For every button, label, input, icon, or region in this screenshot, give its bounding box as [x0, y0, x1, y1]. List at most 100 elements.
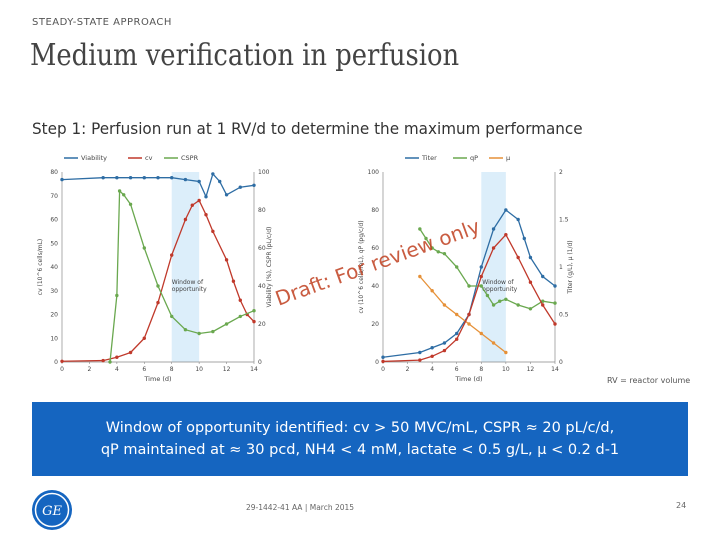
- x-tick-label: 14: [551, 366, 559, 373]
- series-line-cv: [61, 199, 255, 362]
- data-point-cv: [204, 213, 208, 217]
- data-point-cv: [115, 355, 119, 359]
- data-point-cv: [252, 319, 256, 324]
- data-point-CSPR: [183, 328, 188, 332]
- data-point-Viability: [142, 176, 146, 180]
- data-point-Titer: [479, 265, 483, 269]
- data-point-Titer: [553, 284, 557, 288]
- data-point-cv: [418, 358, 422, 362]
- data-point-cv: [516, 255, 520, 260]
- data-point-Viability: [170, 176, 174, 180]
- legend-label: qP: [470, 154, 478, 162]
- data-point-cv: [142, 336, 146, 340]
- x-axis-title: Time (d): [454, 375, 482, 383]
- data-point-Titer: [491, 227, 496, 231]
- y-left-tick-label: 30: [50, 288, 58, 295]
- data-point-CSPR: [224, 322, 229, 326]
- data-point-μ: [479, 331, 483, 336]
- legend-label: cv: [145, 154, 153, 162]
- data-point-cv: [238, 298, 242, 302]
- data-point-qP: [491, 303, 496, 307]
- data-point-cv: [479, 274, 483, 279]
- window-label-line2: opportunity: [482, 286, 517, 293]
- data-point-qP: [479, 284, 483, 288]
- data-point-Viability: [218, 179, 222, 184]
- data-point-cv: [128, 350, 133, 355]
- series-line-qP: [419, 228, 556, 310]
- series-line-μ: [419, 276, 507, 354]
- data-point-qP: [504, 297, 508, 301]
- data-point-μ: [442, 303, 447, 307]
- data-point-CSPR: [211, 329, 215, 334]
- y-left-tick-label: 10: [50, 335, 58, 342]
- y-right-tick-label: 40: [258, 283, 266, 290]
- data-point-cv: [528, 280, 533, 284]
- data-point-cv: [504, 233, 508, 237]
- y-right-tick-label: 1.5: [559, 217, 569, 224]
- data-point-Viability: [197, 179, 201, 184]
- section-label: STEADY-STATE APPROACH: [32, 17, 172, 28]
- data-point-Viability: [252, 183, 256, 187]
- data-point-μ: [418, 274, 422, 279]
- step-subtitle: Step 1: Perfusion run at 1 RV/d to deter…: [32, 119, 583, 138]
- data-point-cv: [553, 322, 557, 326]
- y-left-tick-label: 80: [50, 169, 58, 176]
- y-left-tick-label: 20: [371, 321, 379, 328]
- x-tick-label: 4: [115, 366, 119, 373]
- data-point-Viability: [238, 185, 242, 189]
- page-number: 24: [676, 501, 687, 510]
- y-right-axis-title: Titer (g/L), μ (1/d): [567, 240, 574, 294]
- data-point-CSPR: [197, 331, 201, 336]
- data-point-cv: [197, 198, 201, 203]
- y-right-tick-label: 0: [559, 359, 563, 366]
- data-point-Titer: [504, 208, 508, 212]
- summary-banner: Window of opportunity identified: cv > 5…: [32, 402, 688, 476]
- rv-footnote: RV = reactor volume: [607, 376, 691, 385]
- legend-label: CSPR: [181, 154, 199, 162]
- data-point-Viability: [128, 176, 133, 180]
- data-point-qP: [485, 293, 490, 298]
- x-tick-label: 2: [88, 366, 92, 373]
- data-point-cv: [231, 279, 236, 283]
- y-left-axis-title: cv (10^6 cells/mL), qP (pg/c/d): [358, 220, 365, 313]
- x-tick-label: 0: [381, 366, 385, 373]
- y-right-tick-label: 0: [258, 359, 262, 366]
- data-point-CSPR: [128, 202, 133, 206]
- data-point-Titer: [418, 350, 422, 355]
- data-point-cv: [224, 258, 229, 262]
- y-right-tick-label: 20: [258, 321, 266, 328]
- data-point-Viability: [156, 176, 160, 180]
- window-of-opportunity-band: [171, 172, 200, 362]
- x-tick-label: 2: [406, 366, 410, 373]
- window-label-line1: Window of: [482, 279, 514, 286]
- data-point-qP: [541, 299, 545, 303]
- x-tick-label: 12: [223, 366, 231, 373]
- series-line-Titer: [382, 209, 556, 358]
- window-label-line1: Window of: [172, 279, 204, 286]
- y-left-tick-label: 40: [50, 264, 58, 271]
- x-tick-label: 10: [195, 366, 203, 373]
- data-point-cv: [455, 337, 459, 341]
- y-left-tick-label: 70: [50, 193, 58, 200]
- y-left-tick-label: 0: [375, 359, 379, 366]
- y-left-tick-label: 100: [368, 169, 380, 176]
- data-point-CSPR: [252, 309, 256, 313]
- data-point-qP: [436, 250, 440, 254]
- data-point-qP: [528, 307, 533, 311]
- y-right-tick-label: 60: [258, 245, 266, 252]
- data-point-Viability: [204, 195, 208, 199]
- data-point-cv: [467, 312, 471, 317]
- x-tick-label: 6: [142, 366, 146, 373]
- x-tick-label: 12: [527, 366, 535, 373]
- data-point-Titer: [455, 331, 459, 336]
- x-tick-label: 8: [170, 366, 174, 373]
- data-point-CSPR: [122, 193, 126, 197]
- data-point-Viability: [115, 176, 119, 180]
- data-point-Viability: [101, 176, 105, 180]
- data-point-Viability: [183, 177, 188, 182]
- data-point-cv: [430, 354, 434, 358]
- data-point-Titer: [541, 274, 545, 279]
